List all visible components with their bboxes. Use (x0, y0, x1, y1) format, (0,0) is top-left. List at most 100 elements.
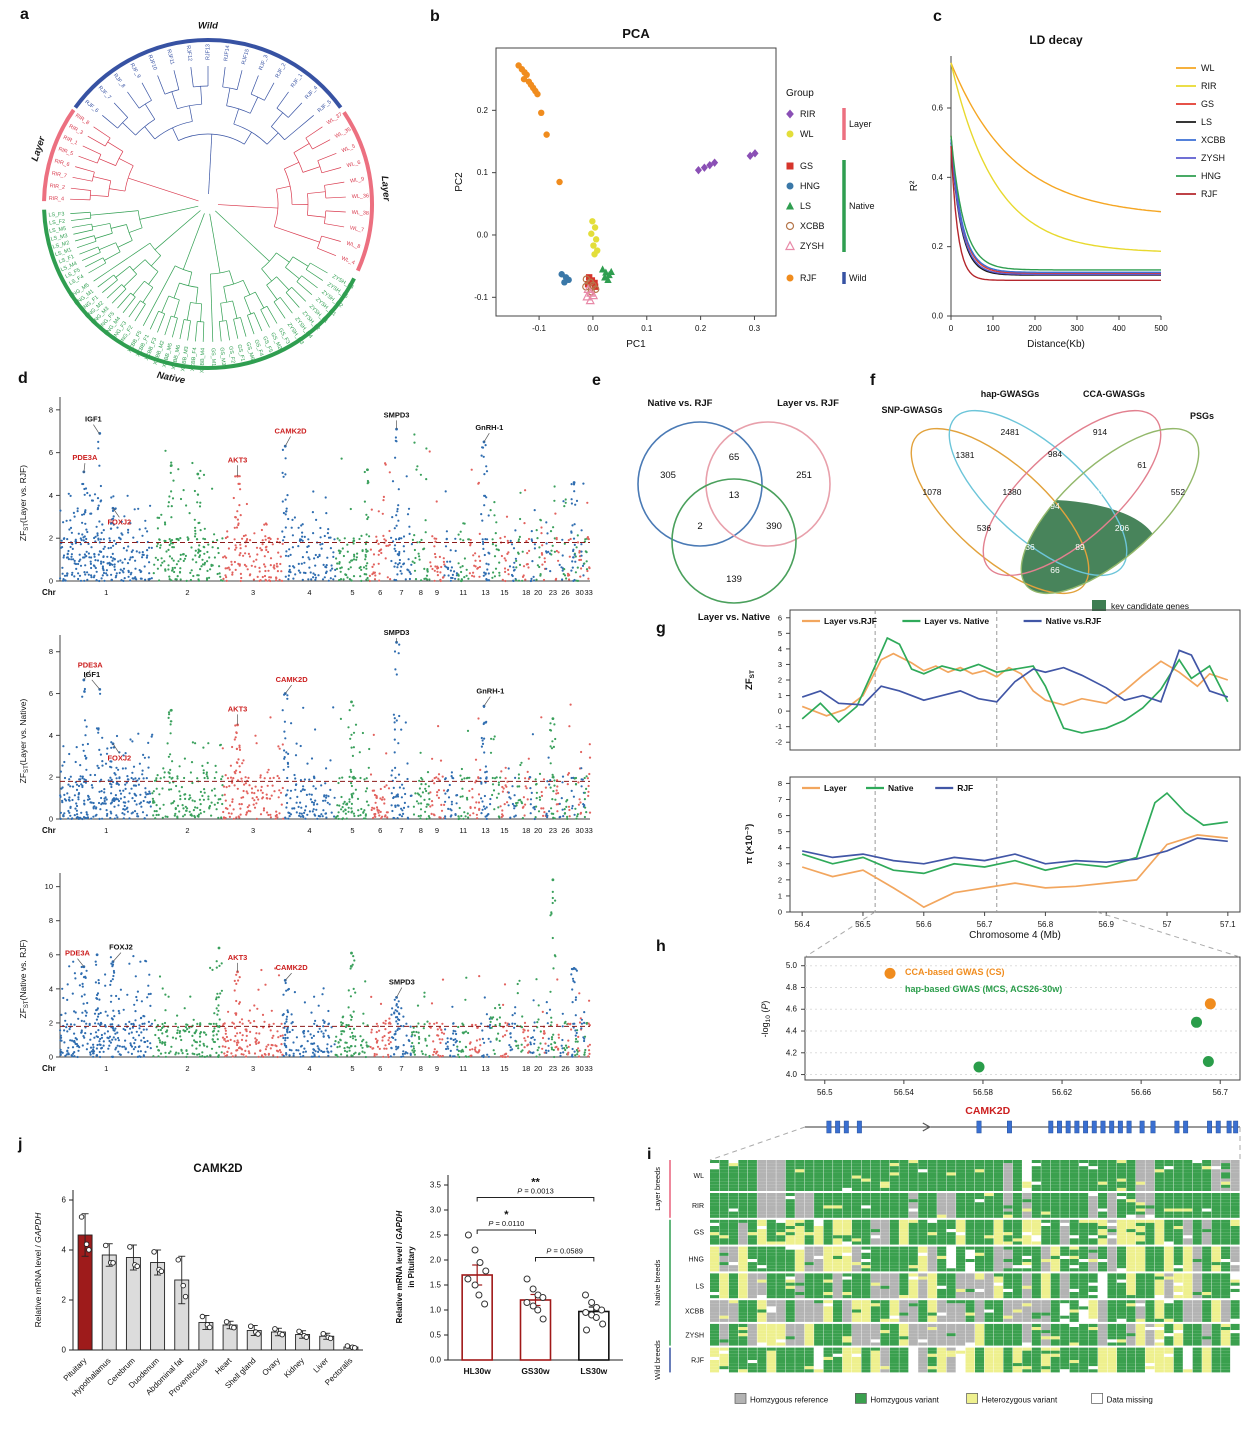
svg-text:GS_F2: GS_F2 (227, 346, 236, 364)
svg-text:hap-based GWAS (MCS, ACS26-30w: hap-based GWAS (MCS, ACS26-30w) (905, 984, 1062, 994)
svg-text:GS_F1: GS_F1 (236, 344, 246, 362)
svg-text:SNP-GWASGs: SNP-GWASGs (881, 405, 942, 415)
svg-text:8: 8 (49, 916, 53, 925)
svg-text:Chr: Chr (42, 588, 56, 597)
svg-text:ZYSH: ZYSH (1201, 153, 1225, 163)
svg-text:ZFST(Native vs. RJF): ZFST(Native vs. RJF) (18, 939, 30, 1018)
svg-text:hap-GWASGs: hap-GWASGs (981, 389, 1040, 399)
svg-text:WL_5: WL_5 (341, 144, 356, 155)
svg-text:LS_M5: LS_M5 (49, 226, 67, 235)
svg-text:GnRH-1: GnRH-1 (475, 423, 503, 432)
svg-text:CCA-GWASGs: CCA-GWASGs (1083, 389, 1145, 399)
svg-text:7: 7 (399, 826, 403, 835)
svg-text:13: 13 (481, 826, 489, 835)
svg-text:RJF14: RJF14 (223, 45, 231, 62)
svg-text:RIR_6: RIR_6 (54, 158, 70, 168)
svg-text:4.0: 4.0 (786, 1070, 798, 1079)
svg-text:552: 552 (1171, 487, 1185, 497)
svg-text:6: 6 (378, 826, 382, 835)
svg-text:0: 0 (49, 577, 53, 586)
svg-text:5.0: 5.0 (786, 961, 798, 970)
panel-label-j: j (18, 1136, 23, 1153)
svg-text:R²: R² (909, 180, 920, 191)
svg-text:0: 0 (49, 1053, 53, 1062)
svg-text:6: 6 (378, 1064, 382, 1073)
svg-text:1: 1 (778, 891, 782, 900)
svg-text:LS_M3: LS_M3 (50, 233, 68, 243)
svg-text:Native vs. RJF: Native vs. RJF (648, 398, 713, 409)
svg-text:FOXJ2: FOXJ2 (107, 517, 131, 526)
svg-text:CCA-based GWAS (CS): CCA-based GWAS (CS) (905, 967, 1005, 977)
svg-text:HNG: HNG (800, 181, 820, 191)
svg-text:Native: Native (888, 783, 914, 793)
svg-text:RIR_5: RIR_5 (57, 146, 73, 157)
venn-diagram-four-sets: SNP-GWASGs hap-GWASGs CCA-GWASGs PSGs 1078 13… (881, 389, 1214, 611)
svg-text:0.3: 0.3 (749, 324, 761, 333)
svg-text:WL_37: WL_37 (326, 112, 344, 127)
svg-text:PDE3A: PDE3A (78, 660, 104, 669)
svg-text:PSGs: PSGs (1190, 411, 1214, 421)
svg-text:8: 8 (49, 405, 53, 414)
svg-text:RJF_6: RJF_6 (83, 99, 99, 114)
svg-text:2: 2 (778, 676, 782, 685)
svg-text:Distance(Kb): Distance(Kb) (1027, 339, 1085, 350)
svg-text:PCA: PCA (622, 26, 650, 41)
svg-text:8: 8 (419, 1064, 423, 1073)
svg-text:23: 23 (549, 588, 557, 597)
svg-text:20: 20 (534, 1064, 542, 1073)
panel-label-h: h (656, 938, 666, 955)
svg-text:RJF15: RJF15 (241, 48, 251, 65)
svg-text:PC2: PC2 (454, 172, 465, 192)
svg-text:6: 6 (378, 588, 382, 597)
svg-text:15: 15 (500, 1064, 508, 1073)
svg-text:20: 20 (534, 588, 542, 597)
svg-text:0: 0 (49, 815, 53, 824)
svg-text:30: 30 (575, 588, 583, 597)
svg-text:LS: LS (1201, 117, 1212, 127)
svg-text:11: 11 (459, 588, 467, 597)
svg-text:4: 4 (778, 843, 782, 852)
svg-text:7: 7 (399, 1064, 403, 1073)
svg-text:56.62: 56.62 (1052, 1088, 1073, 1097)
svg-text:CAMK2D: CAMK2D (965, 1105, 1010, 1117)
svg-text:LS_F2: LS_F2 (49, 219, 65, 227)
svg-text:WL_9: WL_9 (350, 176, 365, 184)
svg-text:GS_M1: GS_M1 (210, 348, 217, 366)
svg-text:4.8: 4.8 (786, 983, 798, 992)
svg-text:WL_38: WL_38 (352, 210, 369, 217)
svg-text:6: 6 (49, 448, 53, 457)
svg-text:RIR_2: RIR_2 (49, 183, 65, 191)
svg-text:4: 4 (49, 491, 53, 500)
svg-text:7: 7 (399, 588, 403, 597)
svg-text:RIR: RIR (800, 109, 816, 119)
svg-text:4: 4 (49, 731, 53, 740)
svg-text:251: 251 (796, 470, 812, 481)
svg-text:23: 23 (549, 826, 557, 835)
svg-text:CAMK2D: CAMK2D (275, 426, 308, 435)
svg-text:RJF_4: RJF_4 (304, 85, 319, 101)
svg-text:11: 11 (459, 826, 467, 835)
svg-text:0.0: 0.0 (477, 230, 489, 239)
svg-text:RJF13: RJF13 (205, 44, 211, 60)
svg-text:RJF_7: RJF_7 (97, 85, 112, 101)
svg-text:RJF11: RJF11 (165, 49, 175, 65)
svg-text:2: 2 (49, 1018, 53, 1027)
svg-text:LD decay: LD decay (1029, 33, 1083, 47)
svg-text:PC1: PC1 (626, 339, 646, 350)
venn-diagram-three-sets: Native vs. RJF Layer vs. RJF Layer vs. Nat… (637, 398, 839, 623)
svg-text:RJF_3: RJF_3 (258, 54, 269, 71)
panel-label-f: f (870, 372, 876, 389)
svg-text:3: 3 (778, 859, 782, 868)
svg-text:4: 4 (778, 644, 782, 653)
svg-text:0.4: 0.4 (932, 173, 944, 182)
panel-label-e: e (592, 372, 601, 389)
svg-text:Chr: Chr (42, 1064, 56, 1073)
svg-text:56.5: 56.5 (855, 920, 871, 929)
svg-text:RJF12: RJF12 (185, 45, 193, 62)
svg-text:IGF1: IGF1 (85, 415, 102, 424)
svg-text:89: 89 (1075, 542, 1085, 552)
svg-text:300: 300 (1070, 324, 1084, 333)
svg-text:9: 9 (435, 1064, 439, 1073)
svg-text:WL: WL (800, 129, 814, 139)
